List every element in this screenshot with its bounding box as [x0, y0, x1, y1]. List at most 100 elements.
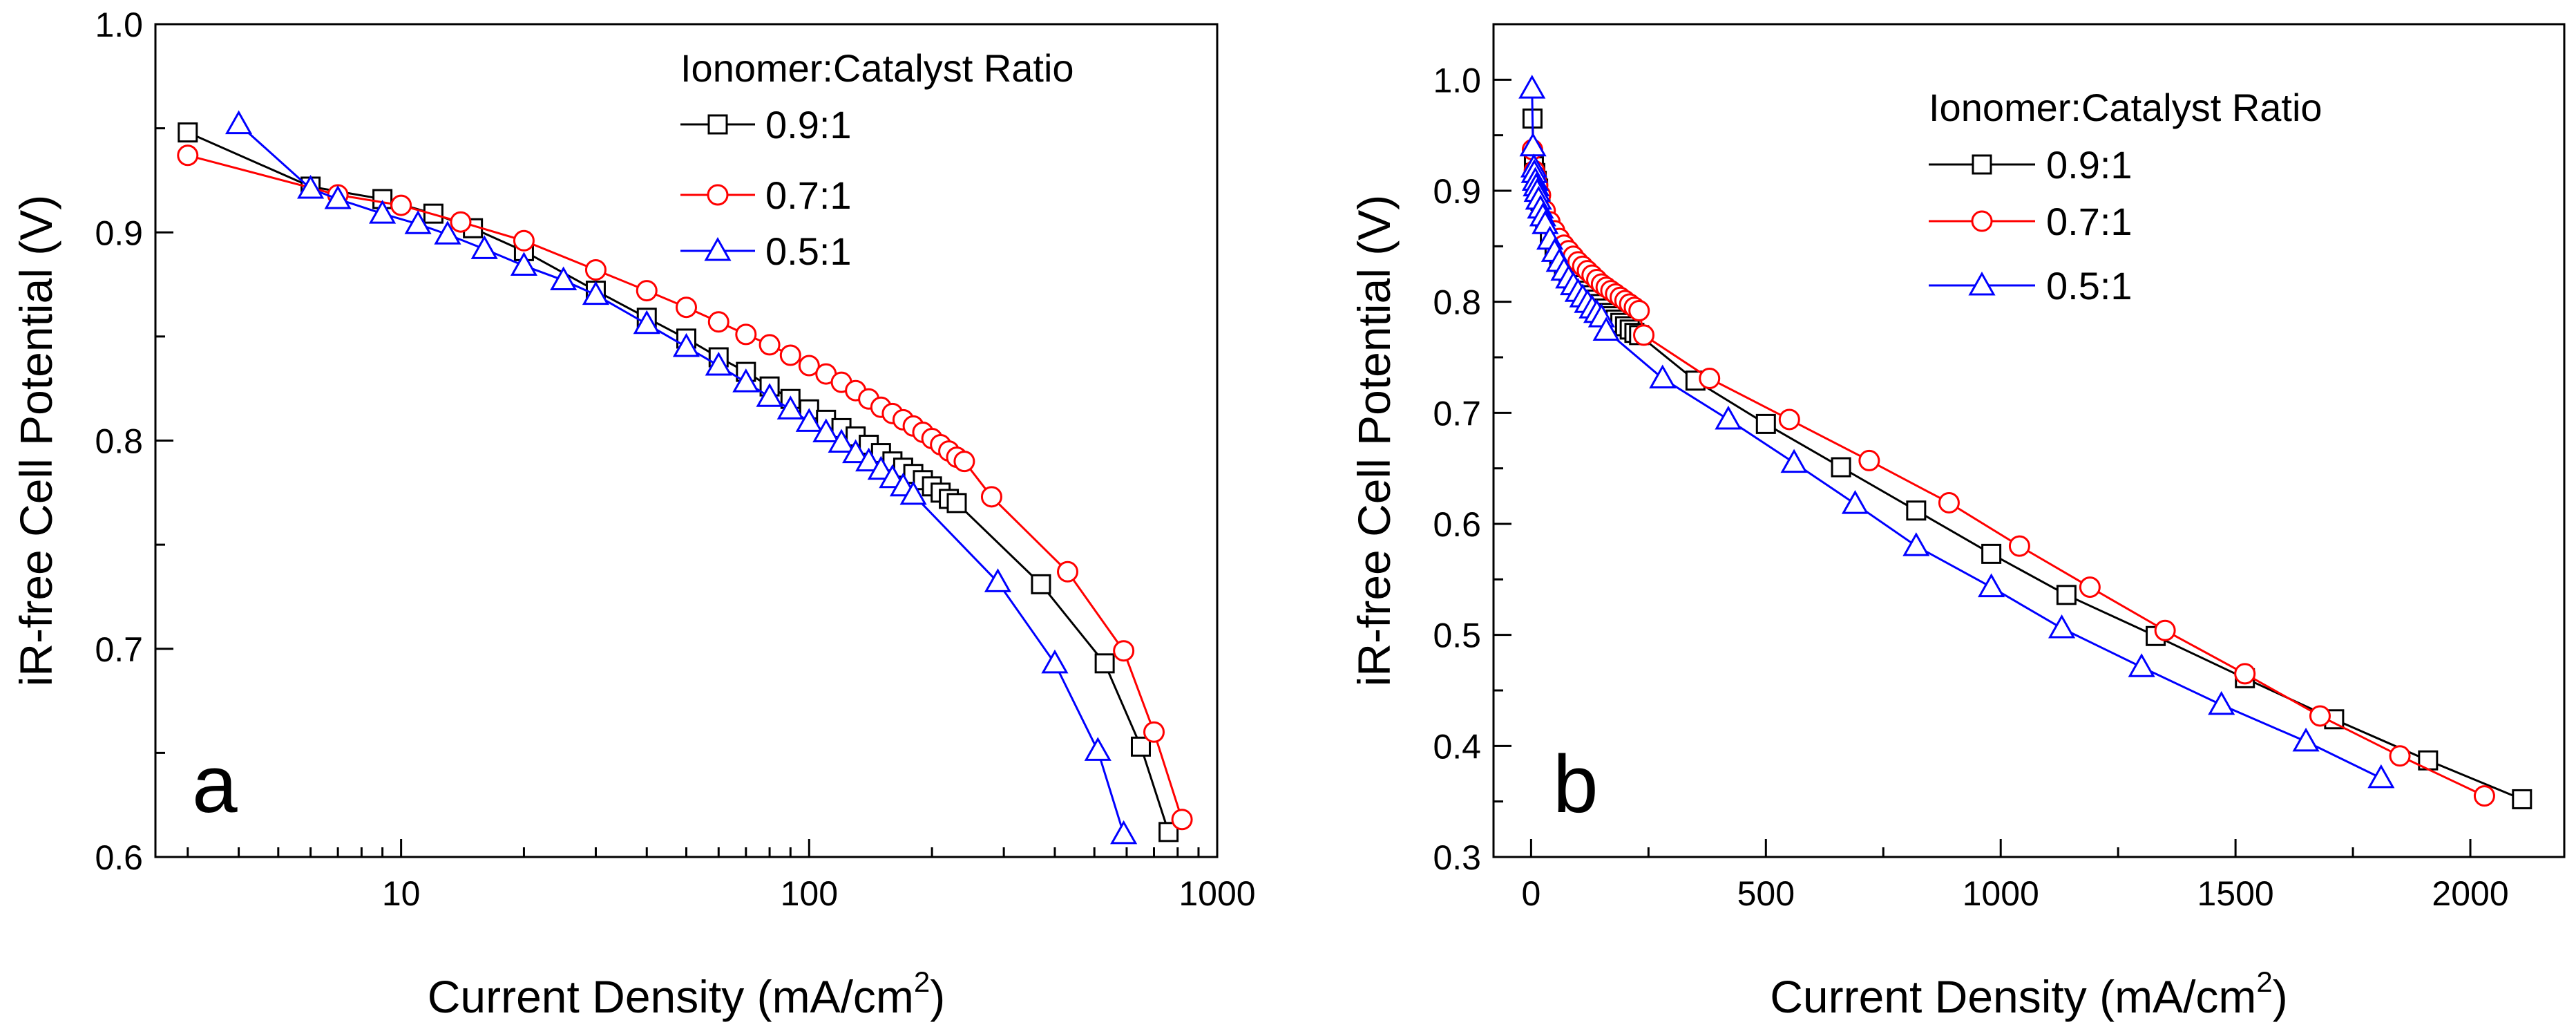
legend-title: Ionomer:Catalyst Ratio [680, 46, 1074, 90]
plot-frame [154, 23, 1219, 858]
data-point [1130, 736, 1151, 757]
data-point [1171, 809, 1193, 831]
data-point [798, 355, 820, 377]
data-point [1699, 368, 1721, 390]
data-point [2367, 764, 2395, 789]
legend-label: 0.7:1 [2046, 200, 2133, 243]
data-point [732, 368, 760, 393]
legend-title: Ionomer:Catalyst Ratio [1929, 86, 2322, 129]
series-0.9:1 [178, 122, 1179, 842]
data-point [2512, 789, 2532, 809]
data-point [2154, 619, 2176, 641]
data-point [1041, 649, 1069, 674]
data-point [1094, 653, 1115, 674]
data-point [1938, 491, 1960, 514]
data-point [2056, 585, 2077, 605]
x-tick-label: 1000 [1179, 874, 1255, 913]
y-axis-title: iR-free Cell Potential (V) [10, 195, 61, 687]
data-point [2418, 750, 2439, 771]
data-point [470, 235, 498, 259]
data-point [434, 220, 461, 245]
legend-marker [1968, 271, 1996, 296]
legend-marker [1972, 154, 1992, 175]
data-point [2234, 663, 2256, 685]
data-point [705, 352, 732, 376]
y-tick-label: 1.0 [95, 6, 143, 44]
data-point [676, 296, 697, 319]
data-point [759, 334, 781, 356]
x-tick-label: 0 [1521, 874, 1540, 913]
x-tick-label: 1000 [1963, 874, 2039, 913]
panel-letter: a [192, 739, 238, 830]
data-point [369, 200, 397, 224]
data-point [1084, 737, 1112, 761]
data-point [584, 258, 607, 281]
data-point [2128, 653, 2155, 677]
data-point [1592, 317, 1620, 341]
data-point [980, 486, 1002, 508]
data-point [946, 493, 967, 514]
data-point [1906, 500, 1927, 521]
data-point [795, 408, 823, 432]
x-tick-label: 10 [382, 874, 421, 913]
data-point [855, 447, 883, 472]
minor-ticks [1494, 134, 2354, 857]
series-0.7:1 [1521, 139, 2495, 807]
x-tick-label: 100 [781, 874, 838, 913]
data-point [812, 418, 840, 442]
y-tick-label: 1.0 [1433, 61, 1481, 100]
legend: Ionomer:Catalyst Ratio 0.9:1 0.7:1 0.5:1 [1929, 86, 2322, 308]
data-point [1831, 457, 1851, 478]
data-point [2008, 535, 2030, 557]
y-tick-label: 0.7 [95, 630, 143, 669]
legend-marker [1971, 210, 1993, 232]
data-point [1056, 560, 1078, 583]
data-point [828, 428, 855, 453]
data-point [1110, 820, 1138, 845]
legend-marker [704, 236, 732, 261]
data-point [2292, 727, 2320, 752]
legend-marker [707, 114, 728, 135]
y-tick-label: 0.8 [1433, 283, 1481, 322]
chart-panel-b: 0 500 1000 1500 2000 0.3 0.4 0.5 0.6 0.7 0.8 0.9 1.0… [1348, 23, 2566, 1022]
data-point [1902, 532, 1930, 556]
data-point [636, 280, 658, 302]
data-point [984, 568, 1012, 592]
data-point [672, 332, 700, 357]
data-point [2208, 690, 2235, 715]
legend-label: 0.5:1 [765, 229, 852, 273]
data-point [2309, 705, 2331, 727]
data-point [513, 229, 535, 252]
y-tick-label: 0.6 [1433, 505, 1481, 544]
data-point [776, 395, 804, 420]
y-tick-label: 0.4 [1433, 727, 1481, 766]
data-point [1649, 364, 1677, 389]
data-point [953, 451, 975, 473]
y-tick-label: 0.6 [95, 838, 143, 877]
data-point [1143, 721, 1165, 743]
series-line [187, 154, 1183, 820]
y-tick-label: 0.5 [1433, 616, 1481, 655]
data-point [1981, 543, 2002, 564]
x-tick-label: 1500 [2197, 874, 2274, 913]
y-tick-label: 0.9 [95, 214, 143, 252]
x-tick-label: 500 [1737, 874, 1795, 913]
data-point [404, 210, 432, 234]
data-point [2473, 785, 2495, 807]
series-line [1531, 149, 2486, 797]
y-tick-label: 0.9 [1433, 172, 1481, 211]
data-point [1628, 300, 1650, 322]
data-point [735, 323, 757, 346]
series-0.5:1 [1518, 75, 2395, 789]
data-point [550, 266, 578, 291]
x-axis-title: Current Density (mA/cm2) [1770, 965, 2287, 1022]
x-axis-title: Current Density (mA/cm2) [428, 965, 945, 1022]
data-point [2389, 745, 2411, 767]
data-point [297, 174, 325, 199]
y-tick-label: 0.7 [1433, 394, 1481, 433]
x-tick-label: 2000 [2432, 874, 2508, 913]
data-point [1858, 449, 1880, 471]
y-tick-label: 0.3 [1433, 838, 1481, 877]
data-point [1841, 490, 1869, 514]
data-point [390, 194, 412, 216]
